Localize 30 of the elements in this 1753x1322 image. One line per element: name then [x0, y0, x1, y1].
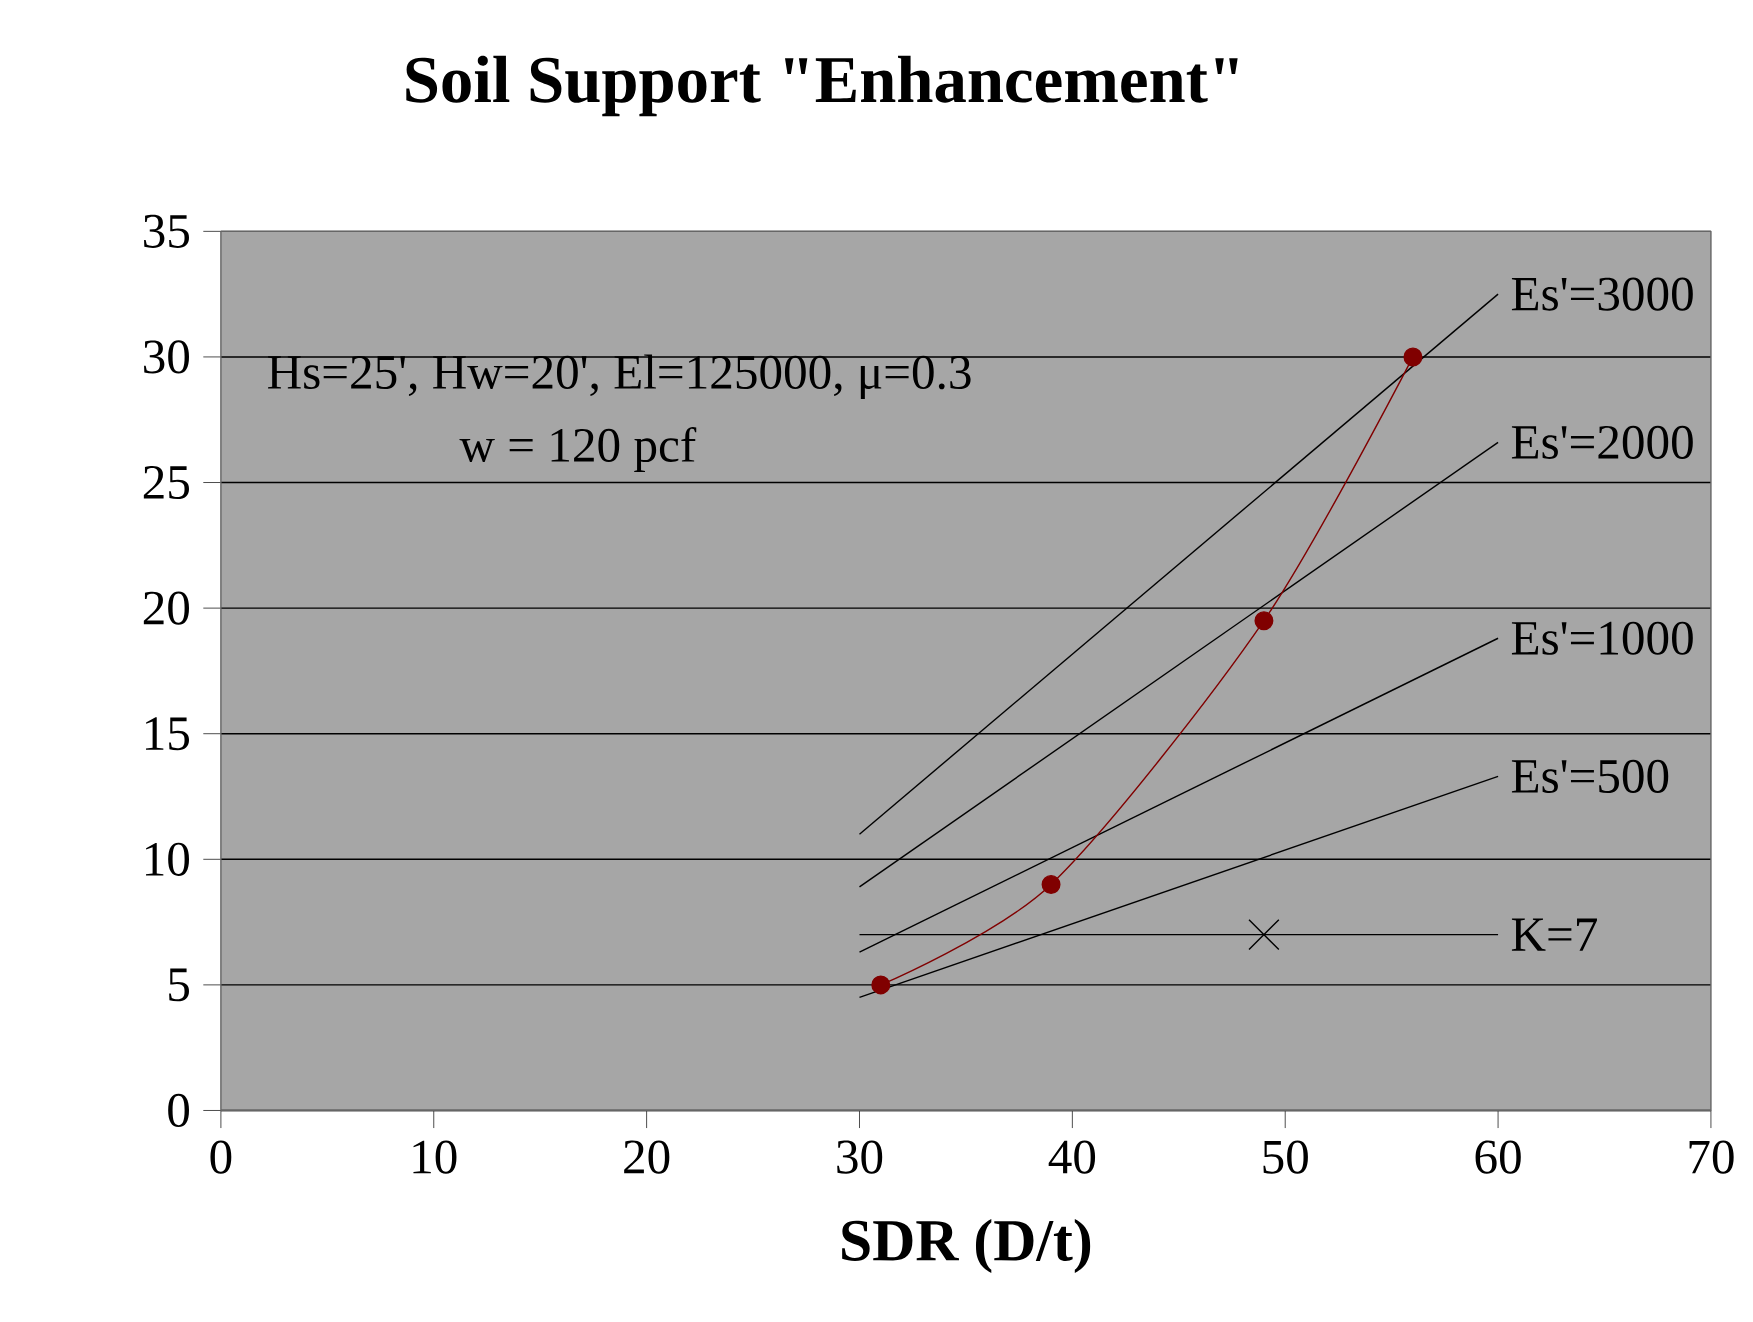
- y-tick-label: 30: [144, 340, 189, 374]
- x-tick-label: 40: [1048, 1140, 1096, 1174]
- x-tick-label: 20: [624, 1140, 670, 1174]
- y-tick-label: 5: [169, 968, 189, 1002]
- y-tick-label: 15: [145, 717, 189, 751]
- point: [1041, 874, 1061, 894]
- x-tick-label: 70: [1689, 1140, 1734, 1174]
- chart-title: Soil Support "Enhancement": [406, 55, 1238, 117]
- point: [1254, 611, 1274, 631]
- annotation: w = 120 pcf: [459, 426, 697, 473]
- y-tick-label: 0: [168, 1093, 189, 1128]
- series-label: Es'=3000: [1511, 277, 1693, 311]
- y-tick-label: 35: [144, 214, 189, 248]
- point: [1403, 347, 1423, 367]
- x-tick-label: 50: [1263, 1140, 1308, 1174]
- series-label: Es'=500: [1511, 759, 1669, 794]
- annotation: Hs=25', Hw=20', El=125000, μ=0.3: [268, 354, 971, 400]
- x-axis-title: SDR (D/t): [842, 1218, 1091, 1274]
- y-tick-label: 20: [143, 591, 189, 625]
- x-tick-label: 0: [210, 1140, 232, 1174]
- y-tick-label: 10: [145, 842, 189, 876]
- point: [871, 975, 891, 995]
- x-tick-label: 30: [837, 1140, 883, 1174]
- series-label: Es'=2000: [1511, 425, 1693, 459]
- x-tick-label: 10: [413, 1140, 457, 1174]
- series-label: K=7: [1511, 918, 1597, 951]
- x-tick-label: 60: [1475, 1140, 1521, 1174]
- series-label: Es'=1000: [1511, 621, 1693, 655]
- point: [1248, 919, 1280, 951]
- y-tick-label: 25: [143, 466, 189, 500]
